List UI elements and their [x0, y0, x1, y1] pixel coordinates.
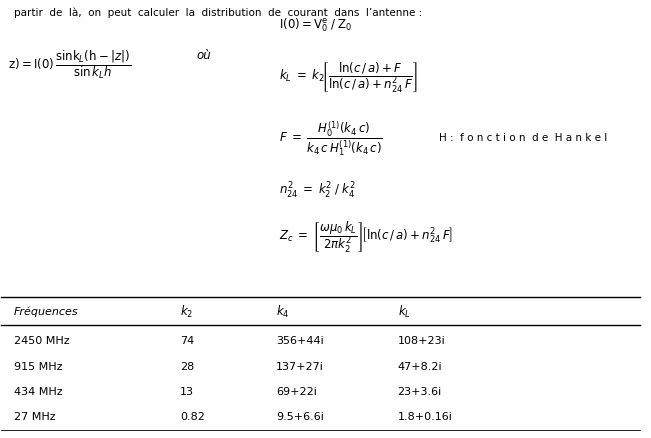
Text: 137+27i: 137+27i: [276, 361, 324, 371]
Text: $Z_c\;=\;\left[\dfrac{\omega\mu_0\,k_L}{2\pi k_2^2}\right]\!\left[\ln(c\,/\,a)+n: $Z_c\;=\;\left[\dfrac{\omega\mu_0\,k_L}{…: [279, 219, 453, 255]
Text: $k_4$: $k_4$: [276, 304, 290, 320]
Text: 434 MHz: 434 MHz: [14, 387, 62, 397]
Text: Fréquences: Fréquences: [14, 307, 79, 317]
Text: $F\;=\;\dfrac{H_0^{(1)}(k_4\,c)}{k_4\,c\,H_1^{(1)}(k_4\,c)}$: $F\;=\;\dfrac{H_0^{(1)}(k_4\,c)}{k_4\,c\…: [279, 119, 383, 158]
Text: 0.82: 0.82: [180, 412, 205, 422]
Text: 23+3.6i: 23+3.6i: [398, 387, 442, 397]
Text: 28: 28: [180, 361, 195, 371]
Text: 915 MHz: 915 MHz: [14, 361, 62, 371]
Text: 356+44i: 356+44i: [276, 336, 324, 346]
Text: 74: 74: [180, 336, 195, 346]
Text: $k_2$: $k_2$: [180, 304, 193, 320]
Text: 2450 MHz: 2450 MHz: [14, 336, 70, 346]
Text: $\mathrm{I(0) = V_0^e\;/\;Z_0}$: $\mathrm{I(0) = V_0^e\;/\;Z_0}$: [279, 17, 353, 34]
Text: 9.5+6.6i: 9.5+6.6i: [276, 412, 324, 422]
Text: H :  f o n c t i o n  d e  H a n k e l: H : f o n c t i o n d e H a n k e l: [439, 134, 607, 144]
Text: $k_L\;=\;k_2\!\left[\dfrac{\ln(c\,/\,a)+F}{\ln(c\,/\,a)+n_{24}^2\,F}\right]$: $k_L\;=\;k_2\!\left[\dfrac{\ln(c\,/\,a)+…: [279, 60, 418, 95]
Text: 1.8+0.16i: 1.8+0.16i: [398, 412, 452, 422]
Text: 13: 13: [180, 387, 194, 397]
Text: 69+22i: 69+22i: [276, 387, 317, 397]
Text: $k_L$: $k_L$: [398, 304, 410, 320]
Text: 27 MHz: 27 MHz: [14, 412, 56, 422]
Text: partir  de  là,  on  peut  calculer  la  distribution  de  courant  dans  l’ante: partir de là, on peut calculer la distri…: [14, 8, 422, 18]
Text: où: où: [196, 49, 211, 62]
Text: 47+8.2i: 47+8.2i: [398, 361, 442, 371]
Text: $n_{24}^2\;=\;k_2^2\;/\;k_4^2$: $n_{24}^2\;=\;k_2^2\;/\;k_4^2$: [279, 180, 356, 201]
Text: $\mathrm{z) = I(0)}\,\dfrac{\mathrm{sink}_L(\mathrm{h}-|z|)}{\mathrm{sin}\,k_L h: $\mathrm{z) = I(0)}\,\dfrac{\mathrm{sink…: [8, 48, 131, 81]
Text: 108+23i: 108+23i: [398, 336, 445, 346]
